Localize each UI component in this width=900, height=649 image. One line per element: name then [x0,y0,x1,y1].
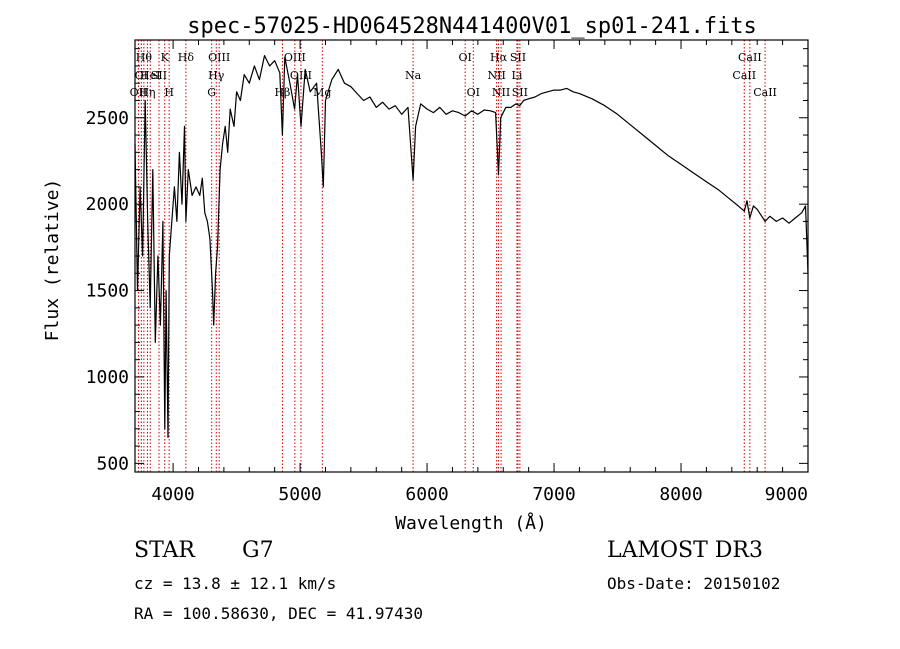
line-markers [137,40,766,472]
y-tick-label: 500 [96,453,129,474]
line-marker-label: SII [510,51,526,64]
line-marker-label: OIII [284,51,306,64]
line-marker-label: Hβ [274,86,290,99]
x-tick-label: 6000 [405,484,448,505]
line-marker-label: NII [487,69,505,82]
x-tick-label: 5000 [278,484,321,505]
flux-series [134,55,809,438]
line-marker-label: Hδ [178,51,195,64]
redshift-velocity: cz = 13.8 ± 12.1 km/s [134,574,337,593]
line-marker-label: Hθ [136,51,153,64]
line-marker-label: Li [512,69,523,82]
line-marker-label: G [207,86,216,99]
flux-line [134,55,809,438]
x-tick-label: 9000 [765,484,808,505]
line-marker-label: OIII [208,51,230,64]
line-marker-label: Na [405,69,422,82]
y-tick-label: 2500 [86,108,129,129]
coordinates: RA = 100.58630, DEC = 41.97430 [134,604,423,623]
line-marker-label: HeI [140,69,160,82]
line-marker-label: OII [130,86,148,99]
line-marker-label: OI [135,69,148,82]
line-marker-label: OI [467,86,480,99]
line-marker-label: OIII [290,69,312,82]
line-marker-label: H [164,86,174,99]
line-marker-label: SII [512,86,528,99]
line-marker-label: K [161,51,170,64]
x-axis-ticks: 4000 5000 6000 7000 8000 9000 [151,40,809,505]
line-marker-label: Hη [139,86,155,99]
y-axis-ticks: 500 1000 1500 2000 2500 [86,48,808,474]
line-marker-label: CaII [732,69,756,82]
survey-name: LAMOST DR3 [607,538,763,563]
x-tick-label: 7000 [532,484,575,505]
y-tick-label: 1000 [86,367,129,388]
line-marker-label: SII [151,69,167,82]
line-marker-label: CaII [738,51,762,64]
line-marker-label: OI [458,51,471,64]
x-tick-label: 4000 [151,484,194,505]
x-axis-label: Wavelength (Å) [395,512,547,534]
line-marker-label: CaII [753,86,777,99]
y-axis-label: Flux (relative) [42,179,63,342]
object-class: STAR [134,538,195,563]
line-marker-label: Hγ [208,69,225,82]
y-tick-label: 1500 [86,281,129,302]
object-subclass: G7 [242,538,274,563]
observation-date: Obs-Date: 20150102 [607,574,781,593]
y-tick-label: 2000 [86,194,129,215]
line-marker-label: Hα [490,51,508,64]
line-marker-labels: OIIOIHθHηHeISIIKHHδGHγOIIIHβOIIIOIIIMgNa… [130,51,777,99]
x-tick-label: 8000 [659,484,702,505]
chart-title: spec-57025-HD064528N441400V01_sp01-241.f… [187,14,757,39]
line-marker-label: NII [492,86,510,99]
